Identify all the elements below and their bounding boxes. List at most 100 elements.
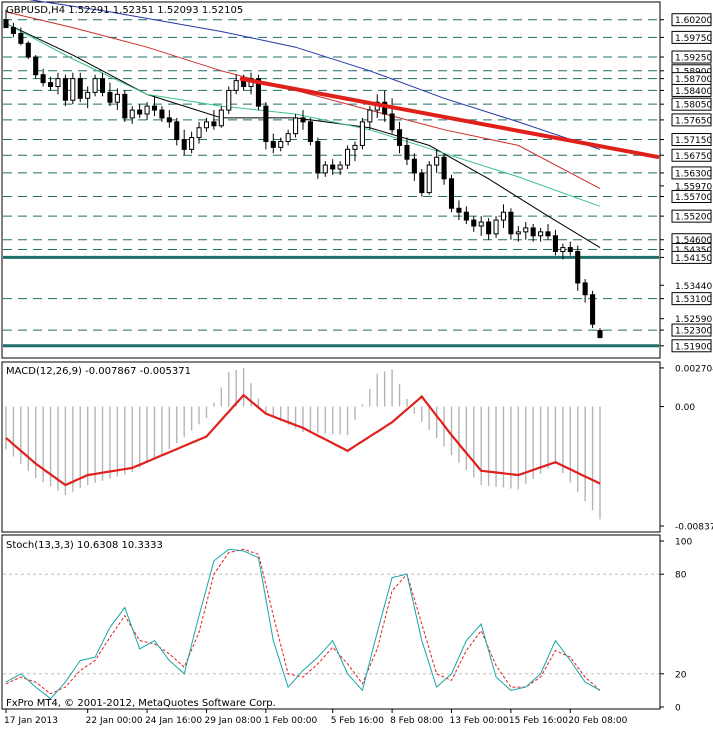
candle-body xyxy=(10,27,16,34)
moving-average-line xyxy=(5,23,601,249)
price-label: 1.57650 xyxy=(675,116,712,126)
candle-body xyxy=(493,219,499,235)
candle-body xyxy=(523,227,529,233)
stoch-panel-title: Stoch(13,3,3) 10.6308 10.3333 xyxy=(6,540,163,551)
candle-body xyxy=(189,137,195,150)
time-label: 17 Jan 2013 xyxy=(4,716,58,726)
candle-body xyxy=(352,144,358,150)
candle-body xyxy=(48,82,54,87)
stoch-label: 0 xyxy=(675,704,681,714)
candle-body xyxy=(129,109,135,119)
price-label-box xyxy=(671,50,712,64)
price-label: 1.51900 xyxy=(675,342,712,352)
stoch-panel[interactable]: 100 80 20 0 Stoch(13,3,3) 10.6308 10.3333 F… xyxy=(1,534,692,714)
macd-label: 0.00 xyxy=(675,403,695,413)
price-label-box xyxy=(671,190,712,203)
price-label: 1.60200 xyxy=(675,16,712,26)
candle-body xyxy=(114,93,120,103)
price-label: 1.57150 xyxy=(675,136,712,146)
price-label-box xyxy=(671,292,712,306)
candle-body xyxy=(486,221,492,235)
candle-body xyxy=(18,32,24,44)
price-label: 1.59750 xyxy=(675,34,712,44)
price-label: 1.54150 xyxy=(675,254,712,264)
candle-body xyxy=(92,78,98,93)
price-label: 1.53440 xyxy=(675,282,712,292)
candle-body xyxy=(255,78,261,107)
candle-body xyxy=(515,231,521,235)
price-label-box xyxy=(671,250,712,264)
candle-body xyxy=(203,121,210,129)
candle-body xyxy=(55,78,61,88)
candle-body xyxy=(575,251,581,284)
candle-body xyxy=(226,89,232,111)
macd-panel[interactable]: 0.002704 0.00 -0.00837 MACD(12,26,9) -0.00… xyxy=(1,361,713,533)
time-axis: 17 Jan 2013 22 Jan 00:00 24 Jan 16:00 29 Ja… xyxy=(2,708,660,726)
candle-body xyxy=(552,235,558,253)
candle-body xyxy=(218,109,224,127)
stoch-signal-line xyxy=(5,548,601,695)
price-panel-title: GBPUSD,H4 1.52291 1.52351 1.52093 1.5210… xyxy=(6,5,243,16)
candle-body xyxy=(389,113,395,131)
price-label: 1.56300 xyxy=(675,169,712,179)
time-label: 29 Jan 08:00 xyxy=(204,716,261,726)
price-label: 1.52300 xyxy=(675,327,712,337)
candle-body xyxy=(137,109,143,115)
candle-body xyxy=(33,56,39,76)
candle-body xyxy=(151,105,158,111)
candle-body xyxy=(196,127,202,139)
price-label-box xyxy=(671,13,712,27)
macd-label: -0.00837 xyxy=(675,523,713,533)
candle-body xyxy=(159,109,165,119)
price-label-box xyxy=(671,83,712,97)
candle-body xyxy=(500,211,507,221)
price-label: 1.53100 xyxy=(675,295,712,305)
candle-body xyxy=(426,164,432,194)
candle-body xyxy=(263,105,269,143)
price-label: 1.55200 xyxy=(675,213,712,223)
candle-body xyxy=(322,164,328,174)
price-scale: 1.602001.597501.592501.589001.587001.584… xyxy=(659,2,712,358)
candle-body xyxy=(300,117,306,123)
candle-body xyxy=(456,207,462,213)
candle-body xyxy=(293,117,299,135)
candle-body xyxy=(434,156,440,166)
candle-body xyxy=(166,117,172,123)
candle-body xyxy=(285,133,291,142)
candle-body xyxy=(396,129,403,146)
macd-panel-title: MACD(12,26,9) -0.007867 -0.005371 xyxy=(6,366,191,377)
candle-body xyxy=(181,139,187,150)
time-label: 20 Feb 08:00 xyxy=(568,716,627,726)
candle-body xyxy=(582,282,588,296)
stoch-label: 20 xyxy=(675,670,687,680)
stoch-label: 80 xyxy=(675,571,687,581)
candle-body xyxy=(560,247,566,252)
time-label: 22 Jan 00:00 xyxy=(86,716,143,726)
stoch-lines xyxy=(5,548,601,700)
candle-body xyxy=(70,78,76,101)
price-label: 1.59250 xyxy=(675,54,712,64)
candle-body xyxy=(307,121,313,142)
candle-body xyxy=(315,141,321,174)
candle-body xyxy=(478,221,484,227)
candle-body xyxy=(530,227,536,237)
time-label: 1 Feb 00:00 xyxy=(264,716,318,726)
time-label: 5 Feb 16:00 xyxy=(331,716,385,726)
trendline xyxy=(239,76,660,160)
price-label-box xyxy=(671,323,712,337)
price-label: 1.55700 xyxy=(675,193,712,203)
candle-body xyxy=(471,219,477,227)
trendline-group xyxy=(239,76,660,160)
price-label: 1.52590 xyxy=(675,315,712,325)
candle-body xyxy=(25,42,31,58)
price-label: 1.54600 xyxy=(675,236,712,246)
candle-body xyxy=(144,105,150,115)
candle-body xyxy=(270,141,276,148)
candle-body xyxy=(448,178,455,209)
price-label: 1.58050 xyxy=(675,101,712,111)
candle-body xyxy=(597,329,603,339)
candle-body xyxy=(174,121,180,141)
candle-body xyxy=(99,78,106,93)
stoch-levels xyxy=(3,573,659,675)
price-panel[interactable]: 1.602001.597501.592501.589001.587001.584… xyxy=(1,0,712,359)
